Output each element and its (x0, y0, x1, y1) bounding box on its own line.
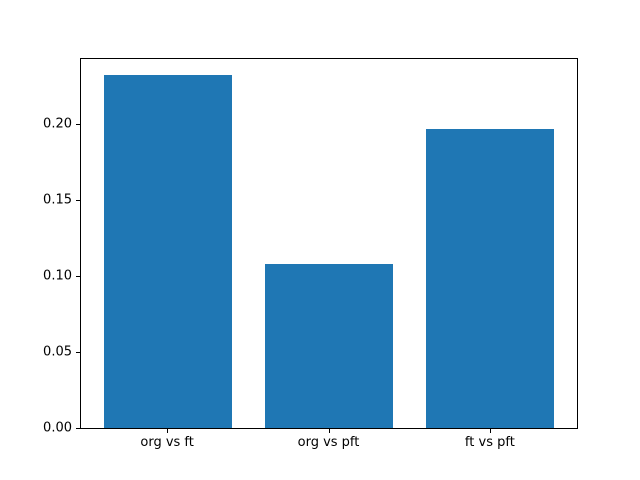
y-tick-mark-0.15 (76, 199, 80, 201)
bar-ft-vs-pft (425, 129, 555, 428)
y-tick-mark-0.20 (76, 123, 80, 125)
y-tick-mark-0.10 (76, 275, 80, 277)
y-tick-label-0.10: 0.10 (43, 268, 72, 284)
y-tick-label-0.05: 0.05 (43, 344, 72, 360)
y-axis-tick-marks (76, 58, 80, 429)
y-tick-label-0.15: 0.15 (43, 192, 72, 208)
bar-org-vs-pft (264, 264, 394, 428)
y-tick-mark-0.00 (76, 428, 80, 429)
x-tick-mark-org-vs-pft (328, 429, 330, 433)
x-tick-mark-org-vs-ft (167, 429, 169, 433)
y-tick-mark-0.05 (76, 351, 80, 353)
y-tick-label-0.20: 0.20 (43, 116, 72, 132)
bar-org-vs-ft (103, 74, 233, 428)
x-tick-mark-ft-vs-pft (489, 429, 491, 433)
x-axis-tick-labels: org vs ft org vs pft ft vs pft (80, 436, 577, 454)
x-axis-tick-marks (80, 429, 577, 433)
x-tick-label-ft-vs-pft: ft vs pft (464, 435, 515, 450)
x-tick-label-org-vs-ft: org vs ft (140, 435, 194, 450)
x-tick-label-org-vs-pft: org vs pft (297, 435, 360, 450)
plot-area (80, 58, 578, 429)
y-axis-tick-labels: 0.00 0.05 0.10 0.15 0.20 (0, 58, 72, 434)
y-tick-label-0.00: 0.00 (43, 420, 72, 436)
